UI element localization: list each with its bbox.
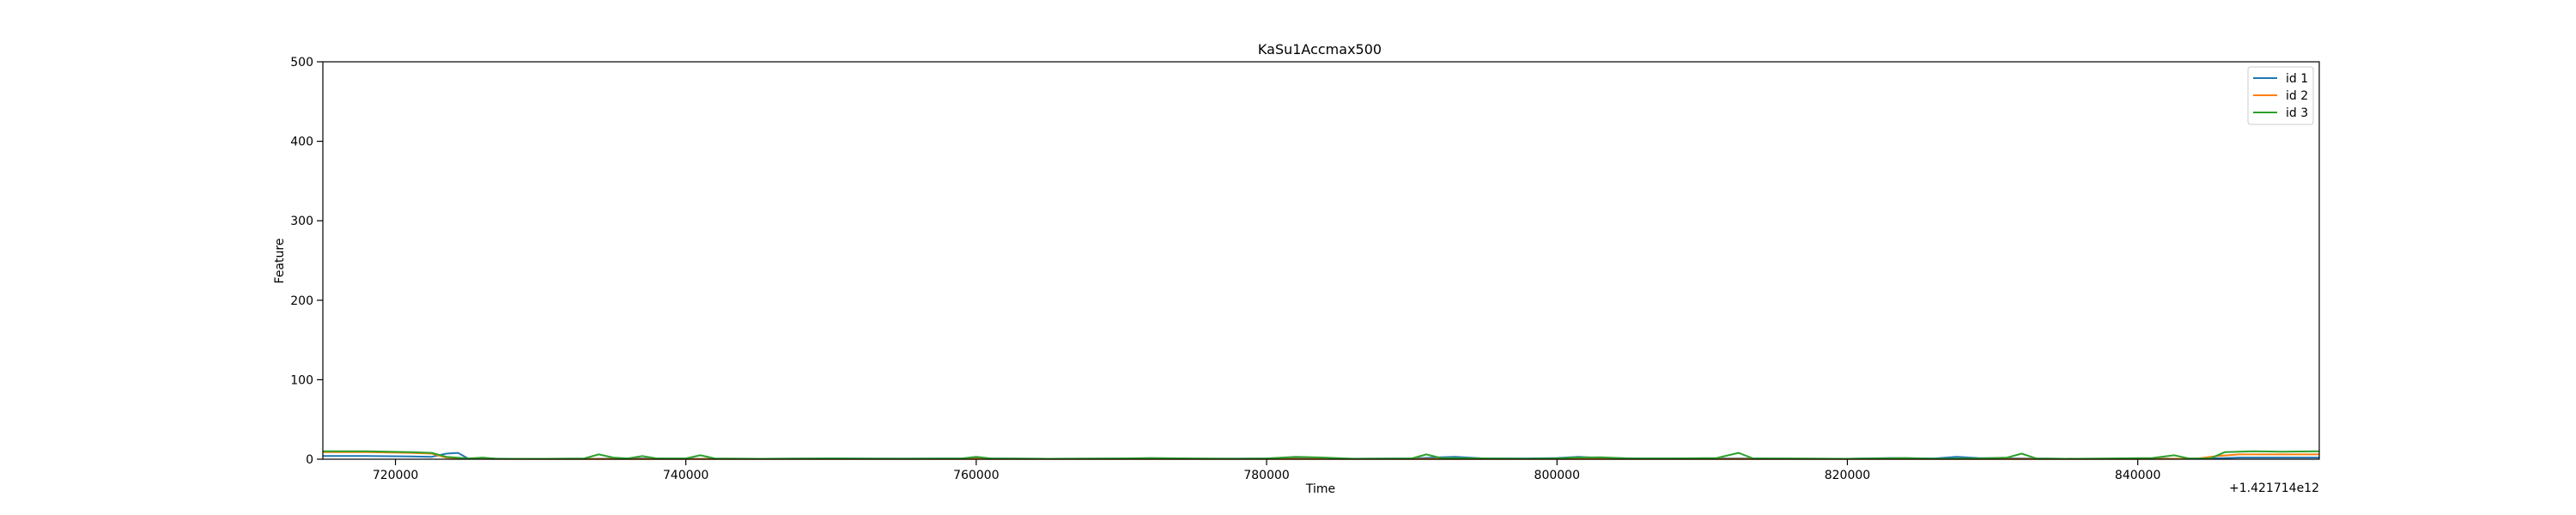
chart-title: KaSu1Accmax500 xyxy=(1258,41,1382,58)
x-offset-label: +1.421714e12 xyxy=(2229,482,2319,495)
legend-label-1: id 1 xyxy=(2286,72,2308,86)
x-tick-label: 760000 xyxy=(953,469,999,482)
legend-label-3: id 3 xyxy=(2286,106,2308,120)
x-tick-label: 840000 xyxy=(2115,469,2160,482)
y-tick-label: 200 xyxy=(290,294,313,308)
legend: id 1 id 2 id 3 xyxy=(2247,66,2314,125)
x-tick-label: 800000 xyxy=(1534,469,1580,482)
x-tick-label: 820000 xyxy=(1825,469,1870,482)
legend-box xyxy=(2247,66,2314,125)
x-tick-label: 780000 xyxy=(1243,469,1289,482)
y-tick-label: 100 xyxy=(290,373,313,387)
y-tick-label: 400 xyxy=(290,136,313,149)
legend-label-2: id 2 xyxy=(2286,89,2308,103)
y-tick-label: 500 xyxy=(290,56,313,70)
y-tick-label: 300 xyxy=(290,215,313,228)
x-tick-label: 720000 xyxy=(373,469,418,482)
y-axis: 0 100 200 300 400 500 xyxy=(290,56,323,467)
x-axis: 720000 740000 760000 780000 800000 820000 8400… xyxy=(373,459,2160,482)
plot-frame xyxy=(322,61,2320,460)
x-tick-label: 740000 xyxy=(663,469,708,482)
y-tick-label: 0 xyxy=(306,453,313,467)
y-axis-label: Feature xyxy=(273,239,287,284)
plot-area xyxy=(323,450,2320,460)
x-axis-label: Time xyxy=(1305,482,1335,496)
